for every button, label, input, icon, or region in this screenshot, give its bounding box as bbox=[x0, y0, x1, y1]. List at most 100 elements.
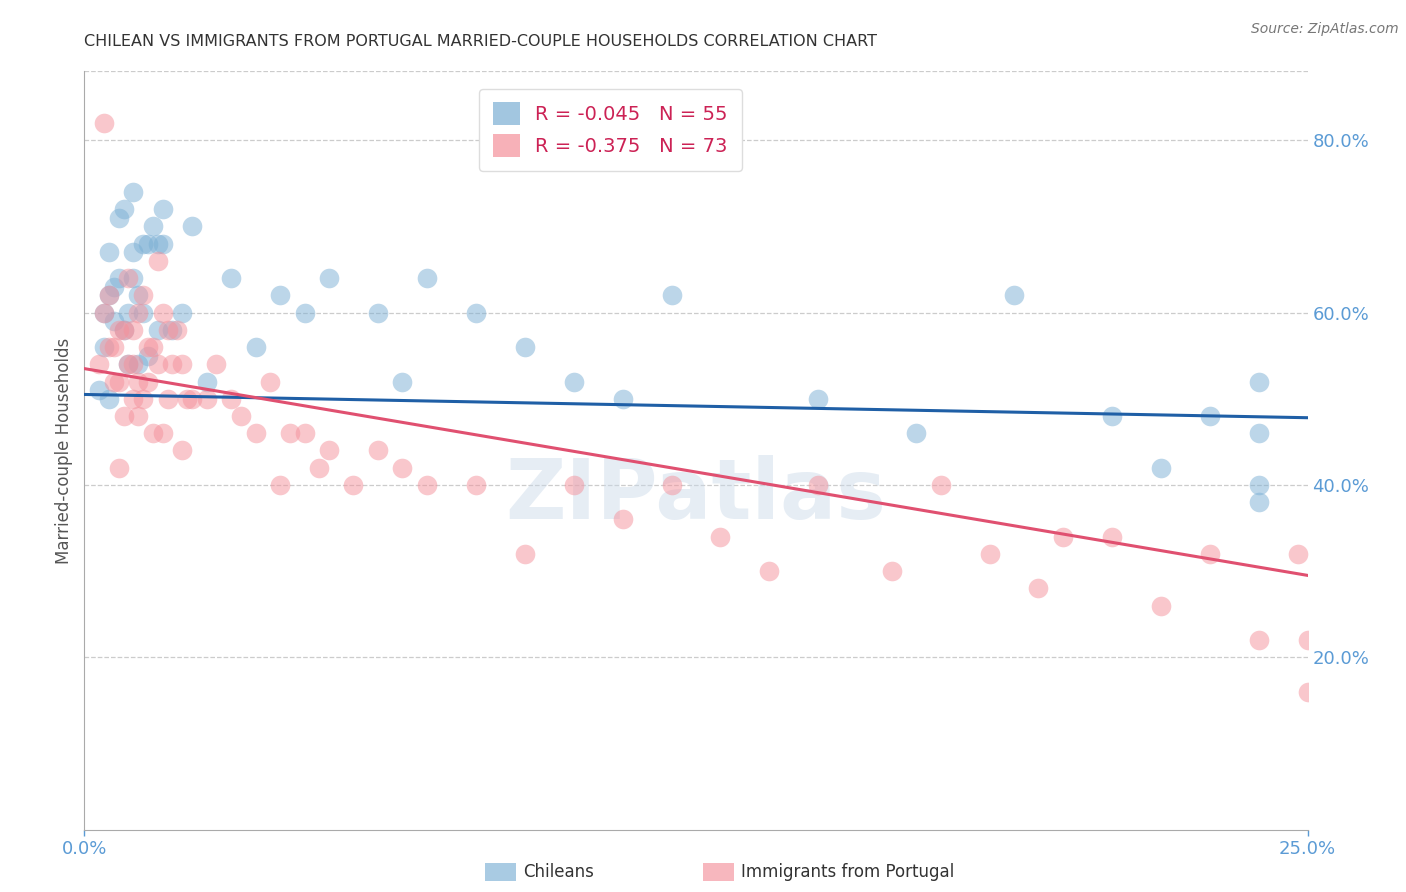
Point bbox=[136, 236, 159, 251]
Y-axis label: Married-couple Households: Married-couple Households bbox=[55, 337, 73, 564]
Point bbox=[103, 340, 125, 354]
Point bbox=[612, 512, 634, 526]
Point bbox=[758, 564, 780, 578]
Point bbox=[219, 271, 242, 285]
Point bbox=[107, 211, 129, 225]
Point bbox=[181, 392, 204, 406]
Point bbox=[93, 305, 115, 319]
Point bbox=[136, 340, 159, 354]
Point bbox=[87, 357, 110, 371]
Point bbox=[342, 478, 364, 492]
Point bbox=[97, 288, 120, 302]
Point bbox=[1247, 633, 1270, 648]
Text: ZIPatlas: ZIPatlas bbox=[506, 456, 886, 536]
Point bbox=[107, 375, 129, 389]
Point bbox=[117, 271, 139, 285]
Point bbox=[269, 478, 291, 492]
Point bbox=[146, 236, 169, 251]
Point bbox=[1150, 460, 1173, 475]
Point bbox=[195, 375, 218, 389]
Point bbox=[1150, 599, 1173, 613]
Point bbox=[117, 357, 139, 371]
Point bbox=[122, 271, 145, 285]
Point bbox=[156, 323, 179, 337]
Point bbox=[661, 288, 683, 302]
Point bbox=[245, 340, 267, 354]
Point bbox=[162, 357, 184, 371]
Point bbox=[93, 305, 115, 319]
Point bbox=[107, 323, 129, 337]
Point bbox=[1247, 495, 1270, 509]
Point bbox=[127, 409, 149, 423]
Point bbox=[152, 305, 174, 319]
Point bbox=[87, 383, 110, 397]
Text: CHILEAN VS IMMIGRANTS FROM PORTUGAL MARRIED-COUPLE HOUSEHOLDS CORRELATION CHART: CHILEAN VS IMMIGRANTS FROM PORTUGAL MARR… bbox=[84, 35, 877, 49]
Point bbox=[219, 392, 242, 406]
Point bbox=[1028, 582, 1050, 596]
Point bbox=[1198, 409, 1220, 423]
Point bbox=[172, 357, 194, 371]
Point bbox=[132, 288, 155, 302]
Point bbox=[1296, 684, 1319, 698]
Point bbox=[103, 375, 125, 389]
Point bbox=[146, 357, 169, 371]
Point bbox=[807, 392, 830, 406]
Point bbox=[562, 375, 585, 389]
Point bbox=[391, 460, 413, 475]
Point bbox=[132, 392, 155, 406]
Point bbox=[1247, 426, 1270, 441]
Point bbox=[112, 409, 135, 423]
Point bbox=[152, 236, 174, 251]
Point bbox=[1247, 478, 1270, 492]
Point bbox=[122, 357, 145, 371]
Point bbox=[294, 426, 316, 441]
Point bbox=[880, 564, 903, 578]
Point bbox=[156, 392, 179, 406]
Point bbox=[513, 547, 536, 561]
Point bbox=[127, 288, 149, 302]
Point bbox=[278, 426, 301, 441]
Point bbox=[122, 245, 145, 260]
Point bbox=[122, 185, 145, 199]
Point bbox=[709, 530, 731, 544]
Point bbox=[176, 392, 198, 406]
Point bbox=[103, 279, 125, 293]
Point bbox=[464, 478, 486, 492]
Point bbox=[905, 426, 928, 441]
Point bbox=[127, 375, 149, 389]
Point bbox=[166, 323, 188, 337]
Point bbox=[318, 443, 340, 458]
Point bbox=[367, 305, 389, 319]
Point bbox=[107, 271, 129, 285]
Point bbox=[127, 305, 149, 319]
Point bbox=[127, 357, 149, 371]
Point bbox=[112, 202, 135, 217]
Point bbox=[181, 219, 204, 234]
Point bbox=[464, 305, 486, 319]
Point bbox=[1198, 547, 1220, 561]
Point bbox=[103, 314, 125, 328]
Point bbox=[195, 392, 218, 406]
Point bbox=[1101, 530, 1123, 544]
Point bbox=[391, 375, 413, 389]
Point bbox=[93, 116, 115, 130]
Point bbox=[97, 392, 120, 406]
Point bbox=[929, 478, 952, 492]
Point bbox=[308, 460, 330, 475]
Point bbox=[416, 478, 439, 492]
Text: Immigrants from Portugal: Immigrants from Portugal bbox=[741, 863, 955, 881]
Point bbox=[979, 547, 1001, 561]
Text: Chileans: Chileans bbox=[523, 863, 593, 881]
Point bbox=[1002, 288, 1025, 302]
Point bbox=[562, 478, 585, 492]
Point bbox=[136, 349, 159, 363]
Point bbox=[269, 288, 291, 302]
Point bbox=[807, 478, 830, 492]
Point bbox=[142, 340, 165, 354]
Point bbox=[117, 357, 139, 371]
Legend: R = -0.045   N = 55, R = -0.375   N = 73: R = -0.045 N = 55, R = -0.375 N = 73 bbox=[479, 88, 741, 170]
Point bbox=[142, 426, 165, 441]
Point bbox=[146, 323, 169, 337]
Point bbox=[122, 392, 145, 406]
Point bbox=[294, 305, 316, 319]
